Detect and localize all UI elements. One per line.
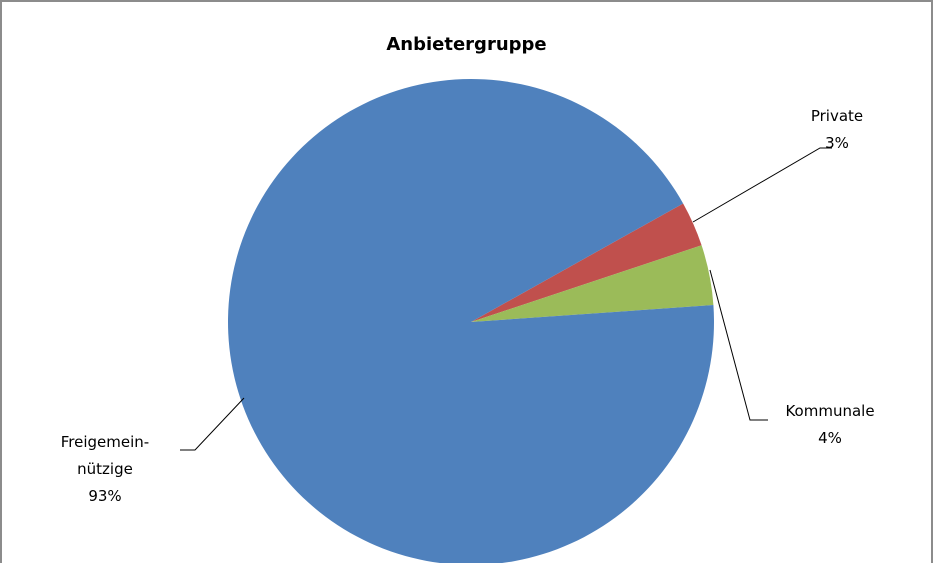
leader-line: [692, 147, 832, 223]
pie-slice: [471, 245, 714, 322]
slice-label: Freigemein-nützige: [60, 433, 150, 478]
leader-line: [709, 269, 768, 421]
pie-slice: [228, 79, 714, 563]
pie-slice: [471, 203, 702, 322]
chart-title: Anbietergruppe: [386, 34, 547, 55]
leader-line: [180, 397, 245, 451]
slice-label: Private: [810, 107, 864, 125]
slice-label: Kommunale: [785, 402, 875, 420]
value-label: 3%: [825, 134, 849, 152]
value-label: 4%: [818, 429, 842, 447]
value-label: 93%: [88, 487, 122, 505]
